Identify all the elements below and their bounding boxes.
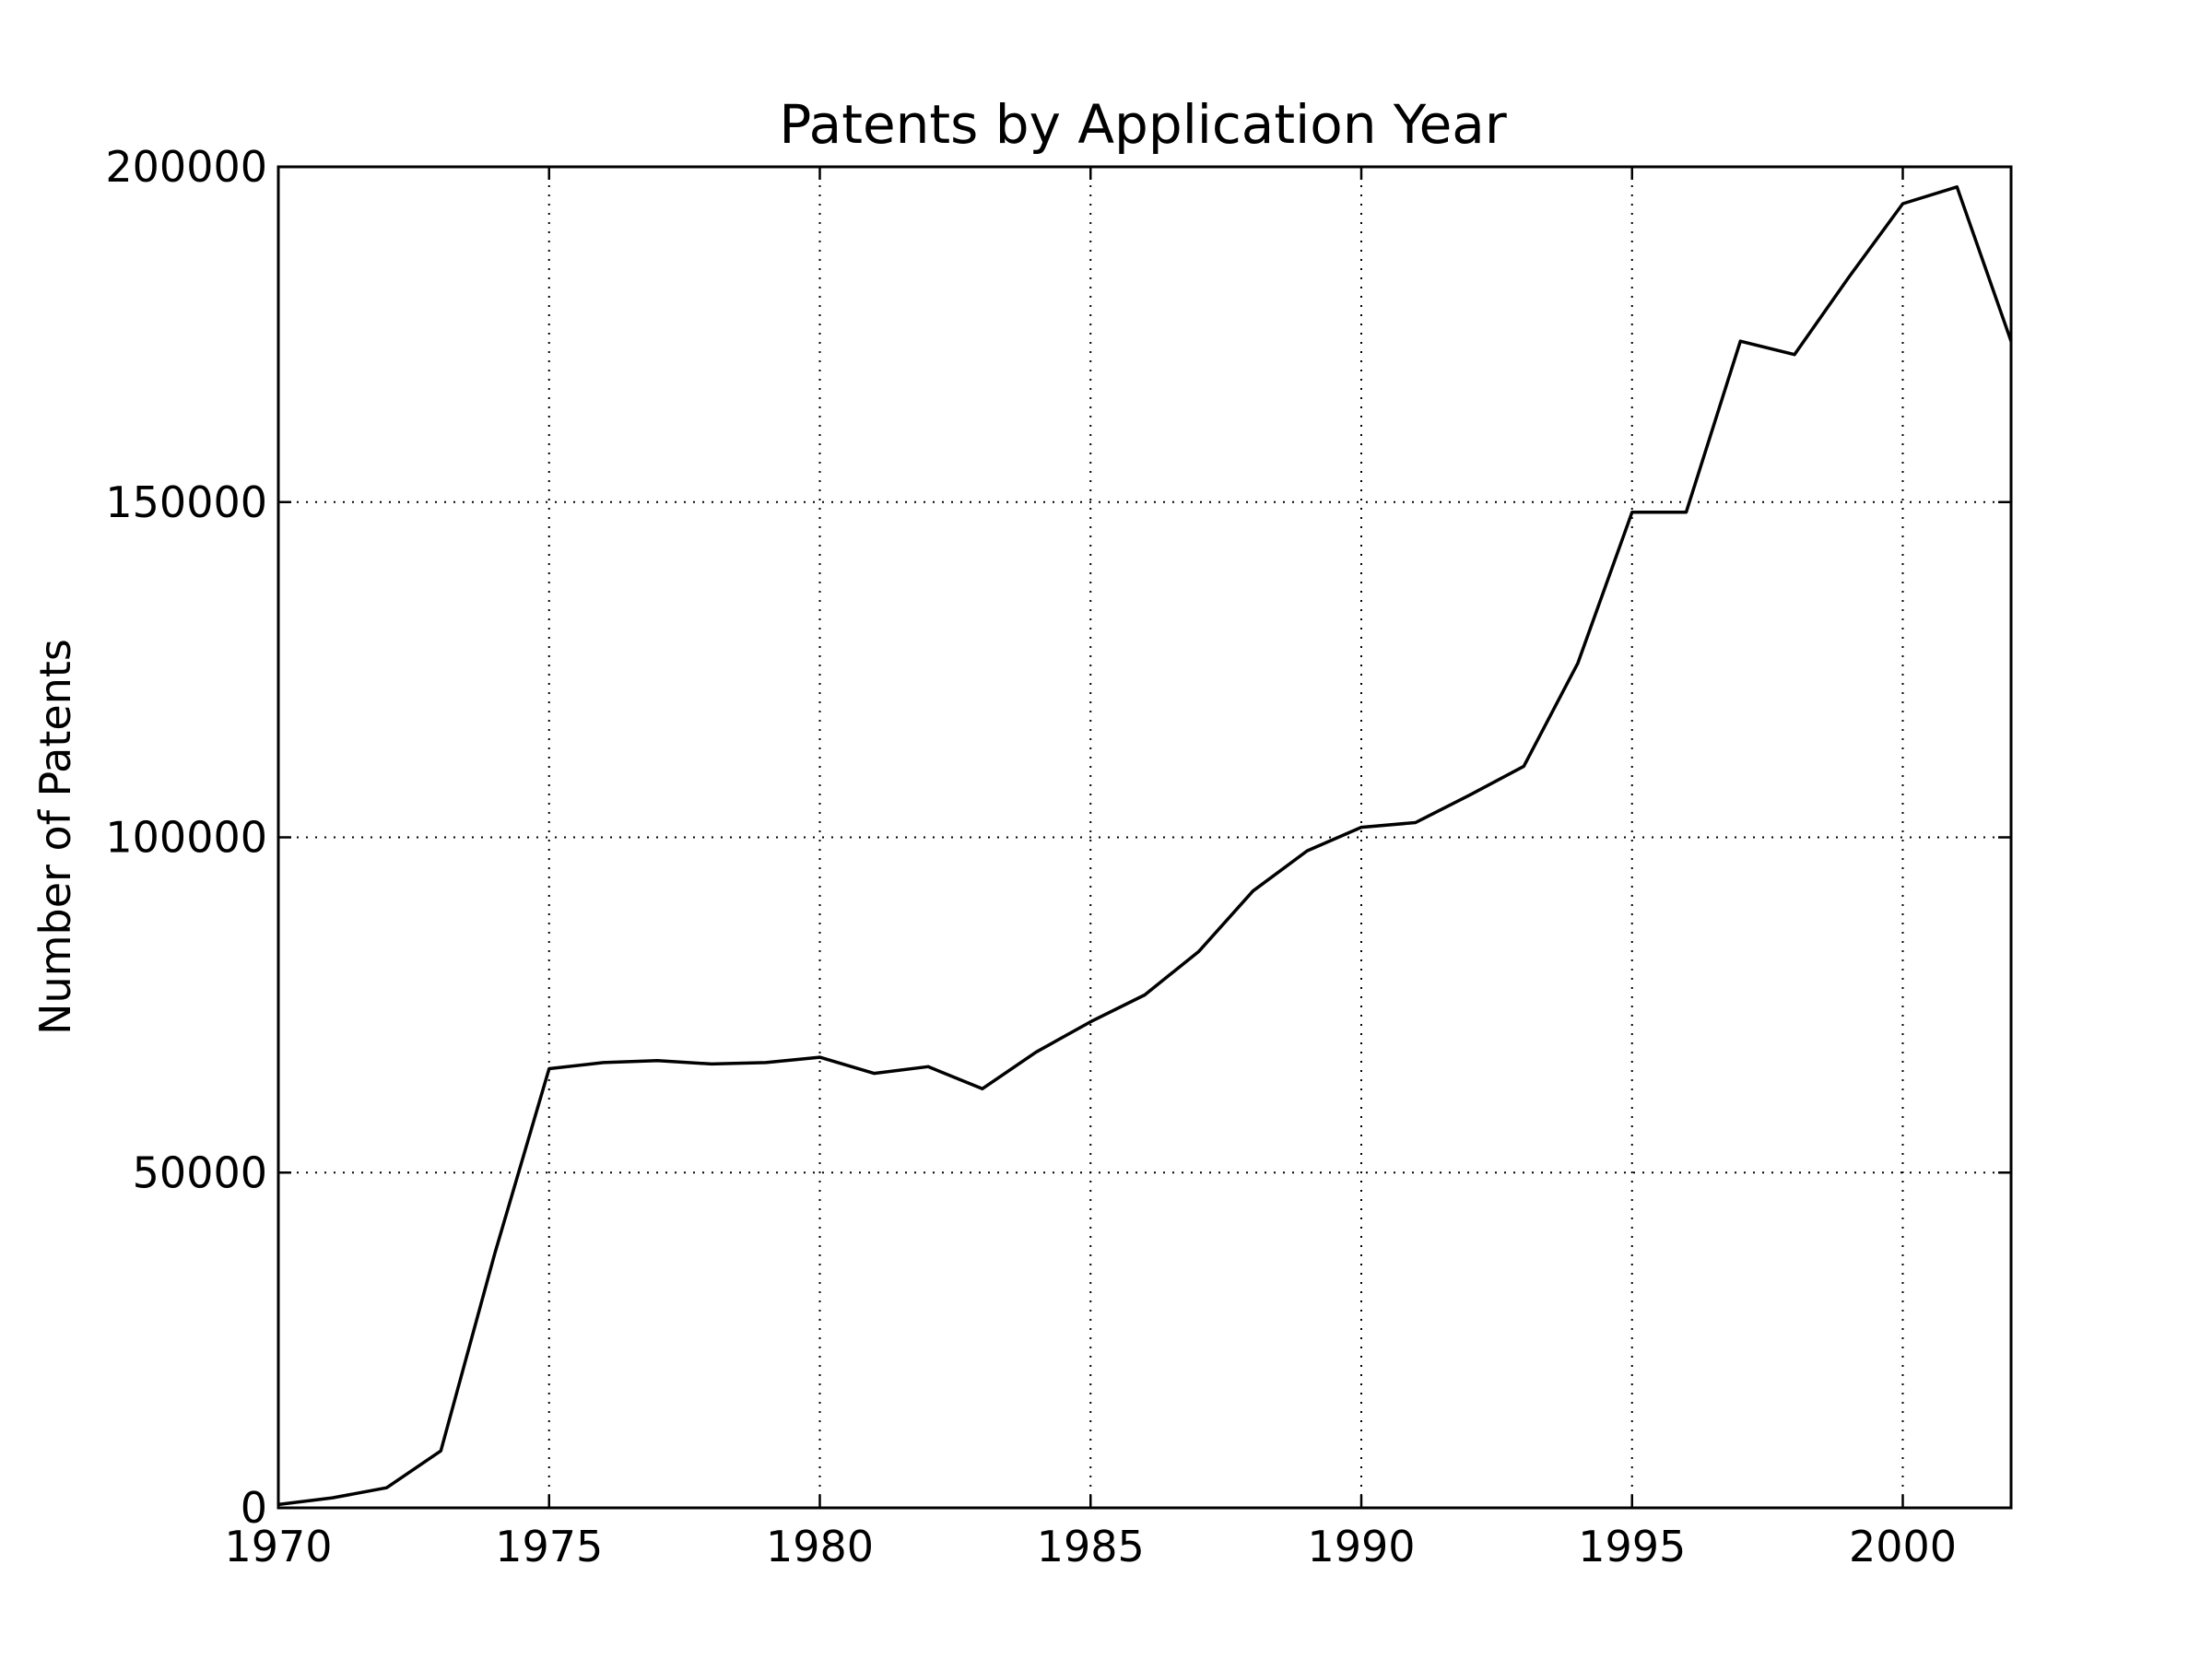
series-line [277, 185, 2013, 1507]
x-tick-label: 1985 [1037, 1522, 1145, 1571]
y-tick-label: 200000 [105, 142, 267, 192]
y-tick-label: 0 [241, 1483, 267, 1533]
plot-frame [276, 165, 2013, 1510]
x-tick-label: 1970 [224, 1522, 332, 1571]
series [277, 185, 2013, 1507]
y-axis-label: Number of Patents [30, 639, 80, 1035]
x-tick-label: 1980 [766, 1522, 874, 1571]
x-tick-label: 1995 [1578, 1522, 1686, 1571]
x-tick-label: 1990 [1307, 1522, 1415, 1571]
x-tick-label: 2000 [1849, 1522, 1957, 1571]
x-tick-label: 1975 [495, 1522, 603, 1571]
y-tick-label: 50000 [133, 1147, 267, 1197]
grid [278, 167, 2011, 1508]
tick-labels: 1970 1975 1980 1985 1990 1995 2000 0 50000 100000… [105, 142, 1957, 1571]
y-tick-label: 100000 [105, 813, 267, 863]
chart-title: Patents by Application Year [779, 93, 1507, 156]
y-tick-label: 150000 [105, 477, 267, 527]
